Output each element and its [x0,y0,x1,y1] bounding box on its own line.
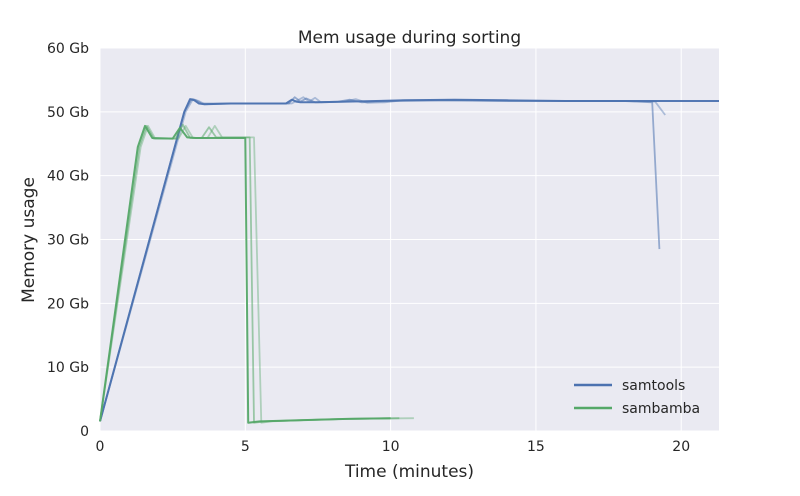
series-lines [99,96,719,424]
sambamba-run-line [99,123,400,424]
samtools-run-line [99,96,666,422]
legend-label-samtools: samtools [622,378,685,394]
y-axis-label: Memory usage [19,177,39,303]
x-axis-ticks: 0 5 10 15 20 [96,439,691,455]
y-axis-ticks: 0 10 Gb 20 Gb 30 Gb 40 Gb 50 Gb 60 Gb [47,41,89,440]
y-tick-label: 20 Gb [47,296,89,312]
legend: samtools sambamba [574,378,700,417]
legend-label-sambamba: sambamba [622,401,700,417]
y-tick-label: 50 Gb [47,105,89,121]
x-tick-label: 5 [241,439,250,455]
x-axis-label: Time (minutes) [344,462,474,482]
samtools-run-line [99,96,661,422]
x-tick-label: 0 [96,439,105,455]
x-tick-label: 10 [382,439,400,455]
gridlines [99,47,719,432]
y-tick-label: 30 Gb [47,233,89,249]
sambamba-run-line [99,125,414,424]
chart-title: Mem usage during sorting [298,28,521,48]
y-tick-label: 10 Gb [47,360,89,376]
y-tick-label: 60 Gb [47,41,89,57]
y-tick-label: 0 [80,424,89,440]
x-tick-label: 15 [527,439,545,455]
y-tick-label: 40 Gb [47,169,89,185]
x-tick-label: 20 [672,439,690,455]
